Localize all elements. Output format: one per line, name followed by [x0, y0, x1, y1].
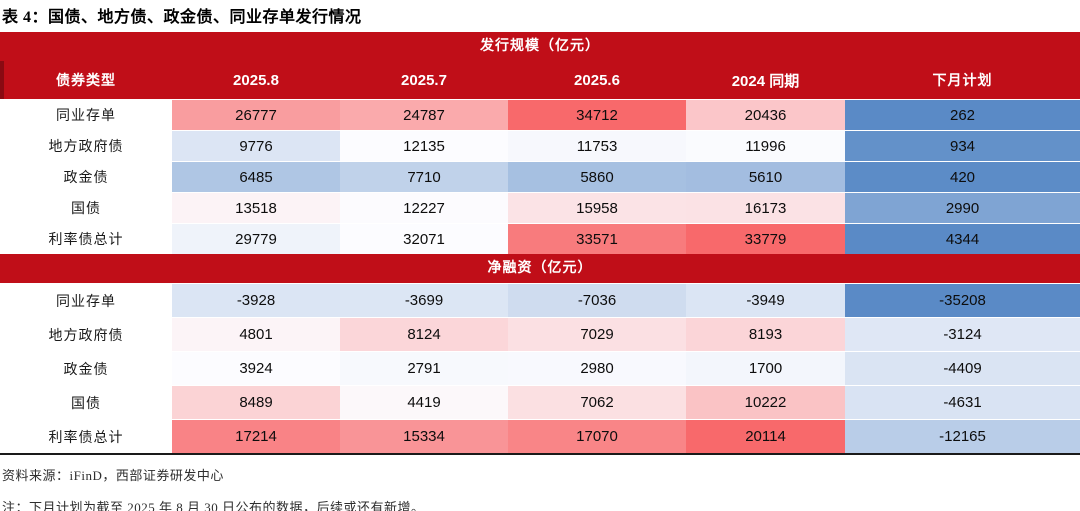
column-header-bond-type: 债券类型 — [56, 74, 116, 89]
value-cell: 12227 — [340, 193, 508, 223]
value-cell: 15334 — [340, 420, 508, 453]
column-header-2024-same-period: 2024 同期 — [731, 72, 800, 90]
bond-type-label: 政金债 — [0, 352, 172, 385]
table-header-row: 债券类型 2025.8 2025.7 2025.6 2024 同期 下月计划 — [0, 61, 1080, 99]
value-cell: 4344 — [845, 224, 1080, 254]
value-cell: -4631 — [845, 386, 1080, 419]
value-cell: 262 — [845, 100, 1080, 130]
value-cell: 13518 — [172, 193, 340, 223]
bond-type-label: 利率债总计 — [0, 420, 172, 453]
footnote: 注：下月计划为截至 2025 年 8 月 30 日公布的数据，后续或还有新增。 — [2, 500, 425, 511]
section-band-issuance-scale: 发行规模（亿元） — [0, 32, 1080, 61]
bond-type-label: 同业存单 — [0, 100, 172, 130]
value-cell: 2980 — [508, 352, 686, 385]
bond-type-label: 地方政府债 — [0, 131, 172, 161]
value-cell: 5860 — [508, 162, 686, 192]
value-cell: -35208 — [845, 284, 1080, 317]
table-row: 国债 8489 4419 7062 10222 -4631 — [0, 386, 1080, 419]
value-cell: 5610 — [686, 162, 845, 192]
value-cell: 11753 — [508, 131, 686, 161]
bond-issuance-table: 发行规模（亿元） 债券类型 2025.8 2025.7 2025.6 2024 … — [0, 32, 1080, 455]
bond-type-label: 利率债总计 — [0, 224, 172, 254]
value-cell: 15958 — [508, 193, 686, 223]
bond-type-label: 同业存单 — [0, 284, 172, 317]
table-row: 利率债总计 17214 15334 17070 20114 -12165 — [0, 420, 1080, 453]
value-cell: 11996 — [686, 131, 845, 161]
value-cell: 8193 — [686, 318, 845, 351]
value-cell: -3928 — [172, 284, 340, 317]
bond-type-label: 地方政府债 — [0, 318, 172, 351]
value-cell: 7710 — [340, 162, 508, 192]
value-cell: 2791 — [340, 352, 508, 385]
value-cell: -3949 — [686, 284, 845, 317]
table-row: 国债 13518 12227 15958 16173 2990 — [0, 193, 1080, 223]
value-cell: -12165 — [845, 420, 1080, 453]
column-header-2025-6: 2025.6 — [574, 71, 620, 89]
value-cell: 17214 — [172, 420, 340, 453]
value-cell: 8124 — [340, 318, 508, 351]
value-cell: 12135 — [340, 131, 508, 161]
issuance-scale-rows: 同业存单 26777 24787 34712 20436 262 地方政府债 9776 1213… — [0, 99, 1080, 254]
net-financing-rows: 同业存单 -3928 -3699 -7036 -3949 -35208 地方政府债 4801 8… — [0, 283, 1080, 453]
value-cell: 29779 — [172, 224, 340, 254]
source-note: 资料来源：iFinD，西部证券研发中心 — [2, 468, 224, 483]
table-row: 利率债总计 29779 32071 33571 33779 4344 — [0, 224, 1080, 254]
table-row: 政金债 6485 7710 5860 5610 420 — [0, 162, 1080, 192]
column-header-2025-8: 2025.8 — [233, 71, 279, 89]
value-cell: 1700 — [686, 352, 845, 385]
table-row: 同业存单 26777 24787 34712 20436 262 — [0, 100, 1080, 130]
value-cell: 934 — [845, 131, 1080, 161]
table-row: 地方政府债 9776 12135 11753 11996 934 — [0, 131, 1080, 161]
value-cell: -3124 — [845, 318, 1080, 351]
section-band-net-financing: 净融资（亿元） — [0, 254, 1080, 283]
value-cell: 34712 — [508, 100, 686, 130]
value-cell: 24787 — [340, 100, 508, 130]
table-title: 表 4：国债、地方债、政金债、同业存单发行情况 — [2, 9, 362, 26]
value-cell: -7036 — [508, 284, 686, 317]
column-header-2025-7: 2025.7 — [401, 71, 447, 89]
value-cell: 420 — [845, 162, 1080, 192]
value-cell: 33779 — [686, 224, 845, 254]
value-cell: 26777 — [172, 100, 340, 130]
bond-type-label: 国债 — [0, 193, 172, 223]
value-cell: 3924 — [172, 352, 340, 385]
value-cell: 10222 — [686, 386, 845, 419]
value-cell: 17070 — [508, 420, 686, 453]
table-row: 地方政府债 4801 8124 7029 8193 -3124 — [0, 318, 1080, 351]
table-footer: 资料来源：iFinD，西部证券研发中心 注：下月计划为截至 2025 年 8 月… — [2, 465, 1080, 511]
value-cell: 20436 — [686, 100, 845, 130]
value-cell: 20114 — [686, 420, 845, 453]
bond-type-label: 国债 — [0, 386, 172, 419]
value-cell: 33571 — [508, 224, 686, 254]
value-cell: -4409 — [845, 352, 1080, 385]
value-cell: 6485 — [172, 162, 340, 192]
value-cell: 9776 — [172, 131, 340, 161]
value-cell: 8489 — [172, 386, 340, 419]
column-header-next-month-plan: 下月计划 — [932, 74, 993, 89]
value-cell: 2990 — [845, 193, 1080, 223]
table-row: 政金债 3924 2791 2980 1700 -4409 — [0, 352, 1080, 385]
value-cell: 4801 — [172, 318, 340, 351]
value-cell: 32071 — [340, 224, 508, 254]
value-cell: 7029 — [508, 318, 686, 351]
value-cell: 16173 — [686, 193, 845, 223]
value-cell: -3699 — [340, 284, 508, 317]
value-cell: 7062 — [508, 386, 686, 419]
table-row: 同业存单 -3928 -3699 -7036 -3949 -35208 — [0, 284, 1080, 317]
bond-type-label: 政金债 — [0, 162, 172, 192]
value-cell: 4419 — [340, 386, 508, 419]
